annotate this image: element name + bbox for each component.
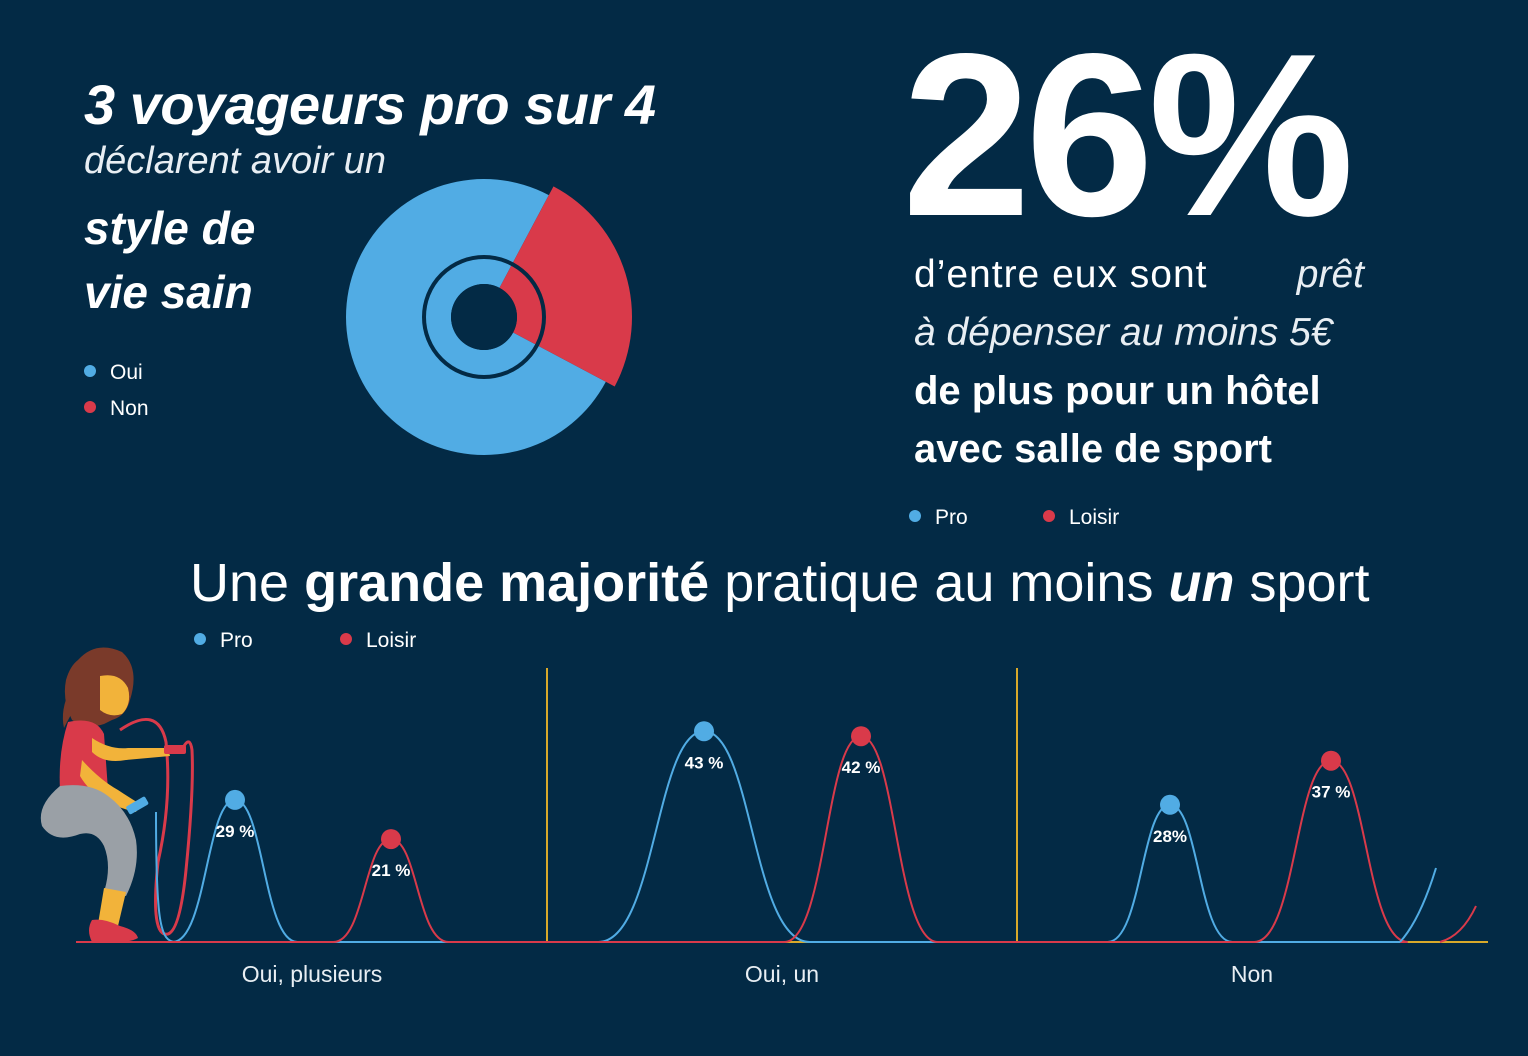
section-title: Une grande majorité pratique au moins un… [190, 552, 1370, 614]
stat-text-2: prêt [1296, 253, 1364, 296]
legend-item-oui: Oui [84, 361, 143, 385]
stat-text-1: d’entre eux sont [914, 253, 1208, 296]
legend-label: Loisir [366, 629, 417, 652]
legend-label: Pro [220, 629, 253, 652]
stat-description: d’entre eux sont prêt à dépenser au moin… [914, 246, 1364, 478]
data-label-loisir-2: 37 % [1312, 783, 1351, 802]
subheadline: déclarent avoir un [84, 140, 387, 182]
data-label-loisir-1: 42 % [842, 758, 881, 777]
point-loisir-2 [1321, 750, 1341, 771]
legend-dot-icon [1043, 510, 1055, 523]
legend-label: Non [110, 397, 149, 420]
stat-line-4: avec salle de sport [914, 427, 1272, 471]
subheadline-bold: style de vie sain [84, 196, 255, 324]
category-label-1: Oui, un [745, 961, 819, 987]
title-part: pratique au moins [709, 553, 1169, 613]
legend-item-pro: Pro [194, 629, 253, 653]
point-loisir-0 [381, 829, 401, 850]
subheadline-line-1: style de [84, 202, 256, 254]
legend-dot-icon [84, 401, 96, 414]
donut-slice-oui [346, 178, 606, 455]
title-part-bold: grande majorité [304, 553, 710, 613]
data-label-pro-2: 28% [1153, 827, 1187, 846]
legend-label: Oui [110, 361, 143, 384]
point-pro-2 [1160, 794, 1180, 815]
subheadline-line-2: vie sain [84, 266, 253, 318]
legend-dot-icon [84, 365, 96, 378]
donut-hole [451, 284, 517, 350]
legend-label: Pro [935, 506, 968, 529]
stat-line-1: d’entre eux sont prêt [914, 246, 1364, 304]
point-pro-1 [694, 721, 714, 742]
legend-item-loisir-top: Loisir [1043, 506, 1119, 530]
legend-item-pro-top: Pro [909, 506, 968, 530]
stat-line-2: à dépenser au moins 5€ [914, 311, 1333, 354]
decorative-line-end [1399, 867, 1437, 943]
legend-dot-icon [340, 633, 352, 646]
legend-dot-icon [909, 510, 921, 523]
category-label-2: Non [1231, 961, 1273, 987]
point-pro-0 [225, 789, 245, 810]
woman-jumping-rope-illustration [40, 647, 194, 943]
title-part: Une [190, 553, 305, 613]
donut-slice-non [499, 186, 632, 387]
big-percentage: 26% [902, 6, 1354, 265]
data-label-loisir-0: 21 % [372, 861, 411, 880]
title-part: sport [1234, 553, 1370, 613]
category-label-0: Oui, plusieurs [242, 961, 383, 987]
stat-line-3: de plus pour un hôtel [914, 369, 1321, 413]
series-pro-line [155, 730, 1400, 943]
data-label-pro-1: 43 % [685, 753, 724, 772]
donut-chart [346, 178, 632, 455]
point-loisir-1 [851, 726, 871, 747]
data-label-pro-0: 29 % [216, 822, 255, 841]
legend-item-loisir: Loisir [340, 629, 416, 653]
title-part-italic: un [1168, 553, 1235, 613]
legend-item-non: Non [84, 397, 149, 421]
headline: 3 voyageurs pro sur 4 [84, 73, 656, 136]
series-loisir-line [76, 735, 1408, 943]
legend-label: Loisir [1069, 506, 1120, 529]
donut-inner-ring [422, 255, 546, 379]
decorative-line-end [1439, 905, 1477, 943]
legend-dot-icon [194, 633, 206, 646]
